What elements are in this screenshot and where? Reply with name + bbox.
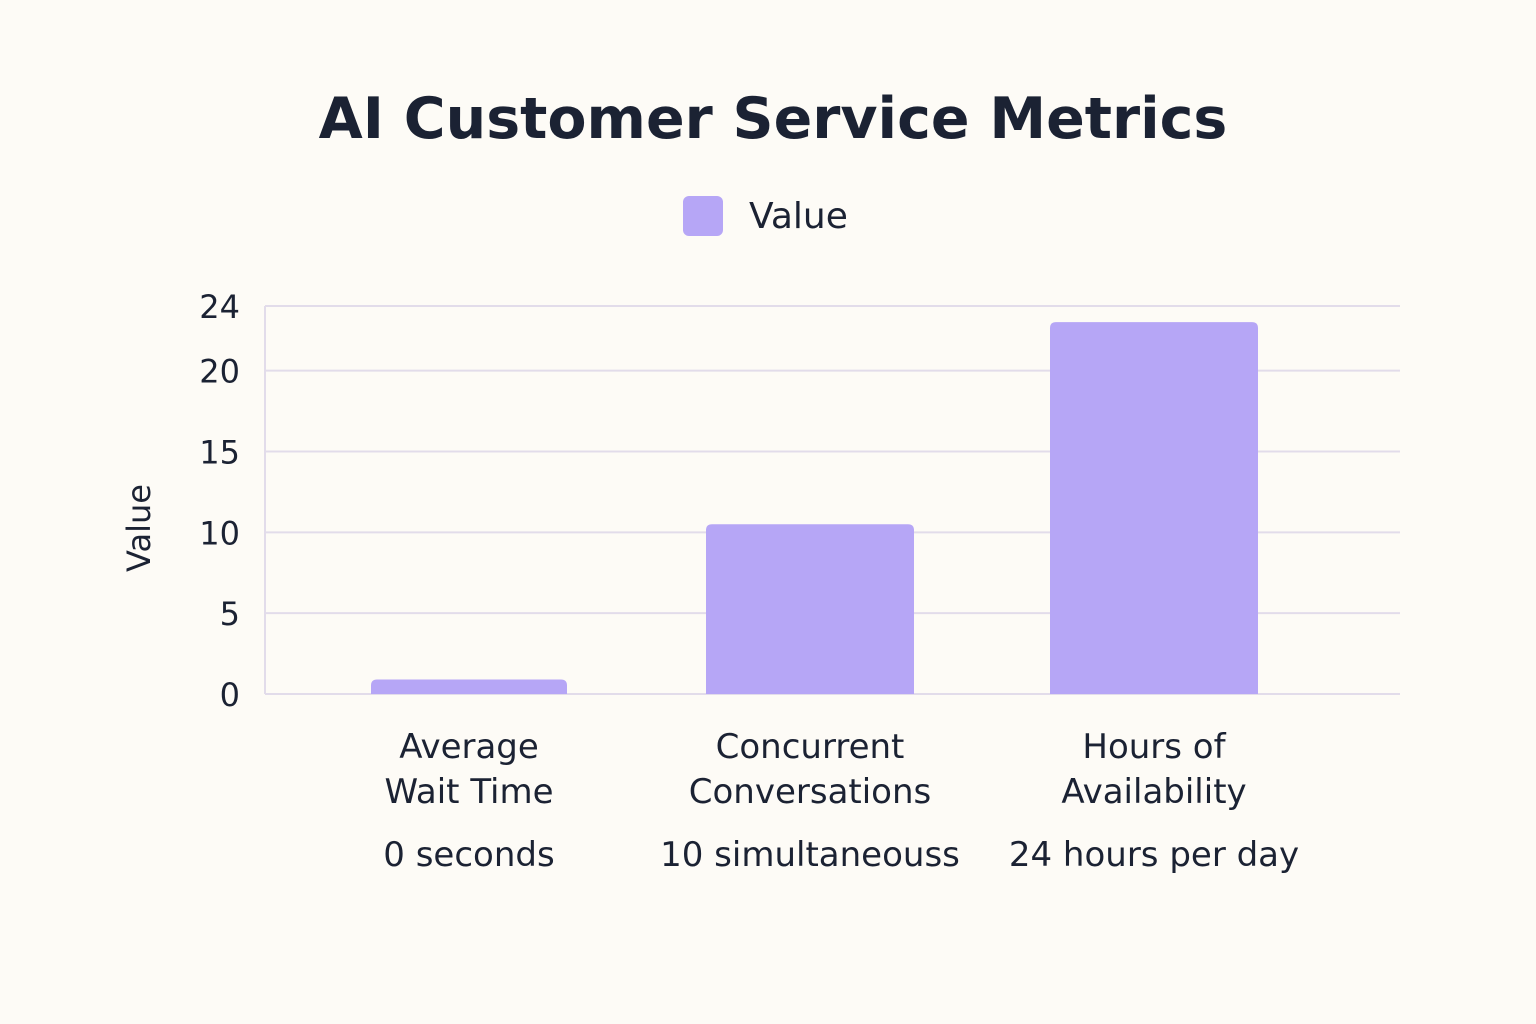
x-category-label: Hours of: [1082, 727, 1226, 767]
category-labels: Average Wait Time 0 seconds Concurrent Conve…: [383, 727, 1299, 875]
bars-layer: [371, 322, 1258, 694]
y-tick-label: 5: [220, 595, 240, 633]
bar: [1050, 322, 1258, 694]
legend: Value: [683, 195, 848, 237]
legend-label: Value: [749, 195, 848, 237]
bar: [371, 679, 567, 694]
x-category-label: Wait Time: [384, 772, 553, 812]
y-tick-label: 15: [199, 434, 240, 472]
x-category-label: Conversations: [689, 772, 932, 812]
y-tick-label: 24: [199, 288, 240, 326]
category-value-note: 24 hours per day: [1009, 835, 1299, 875]
x-category-label: Average: [399, 727, 539, 767]
y-tick-label: 10: [199, 514, 240, 552]
category-value-note: 10 simultaneouss: [660, 835, 960, 875]
legend-swatch: [683, 196, 723, 236]
category-value-note: 0 seconds: [383, 835, 554, 875]
x-category-label: Availability: [1061, 772, 1246, 812]
chart-title: AI Customer Service Metrics: [318, 86, 1228, 152]
y-tick-label: 20: [199, 353, 240, 391]
y-tick-label: 0: [220, 676, 240, 714]
y-tick-labels: 0 5 10 15 20 24: [199, 288, 240, 714]
x-category-label: Concurrent: [716, 727, 905, 767]
y-axis-title: Value: [120, 484, 158, 572]
bar: [706, 524, 914, 694]
